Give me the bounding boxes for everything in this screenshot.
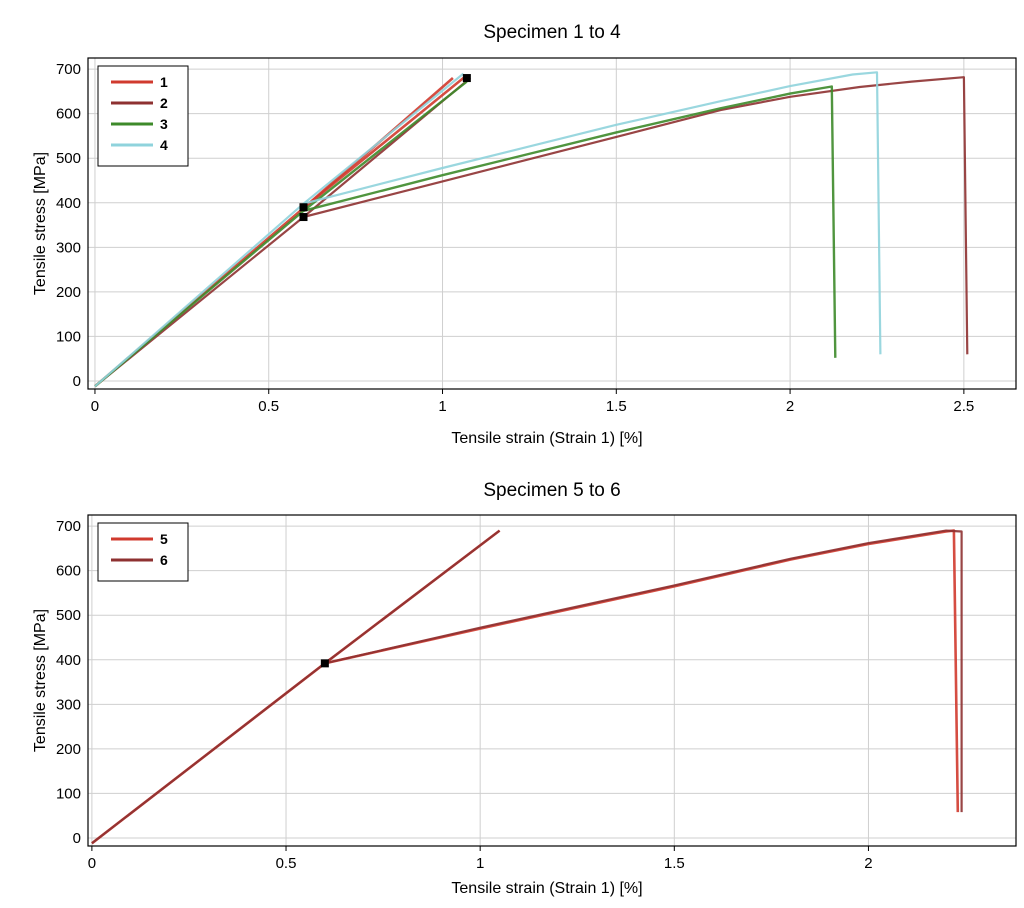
x-tick-label: 2.5 (953, 398, 974, 415)
y-tick-label: 600 (56, 106, 81, 123)
plot-frame (87, 57, 1017, 390)
series-line-5 (324, 529, 960, 813)
legend-label: 2 (160, 95, 168, 111)
series-line-1 (302, 76, 465, 210)
series-line-4 (303, 71, 882, 355)
x-tick-label: 1.5 (664, 855, 685, 872)
x-tick-label: 0 (88, 855, 96, 872)
y-tick-label: 200 (56, 741, 81, 758)
x-axis-label: Tensile strain (Strain 1) [%] (451, 880, 642, 897)
series-line-2 (303, 76, 969, 355)
y-tick-label: 200 (56, 284, 81, 301)
legend: 56 (97, 522, 189, 582)
plot-area (94, 71, 969, 388)
x-tick-label: 2 (864, 855, 872, 872)
x-tick-label: 1 (438, 398, 446, 415)
axis-ticks: 0 0.5 1 1.5 2 0 100 200 300 400 500 600 700 (56, 518, 873, 872)
x-tick-label: 1 (476, 855, 484, 872)
axis-ticks: 0 0.5 1 1.5 2 2.5 0 100 200 300 400 500 600 700 (56, 61, 974, 415)
x-tick-label: 1.5 (606, 398, 627, 415)
chart-specimen-5-to-6: Specimen 5 to 6 0 0.5 1 1.5 2 0 100 200 300 400 50… (32, 480, 1017, 897)
y-tick-label: 400 (56, 195, 81, 212)
y-tick-label: 300 (56, 239, 81, 256)
x-tick-label: 0.5 (276, 855, 297, 872)
y-tick-label: 500 (56, 607, 81, 624)
legend-label: 5 (160, 531, 168, 547)
plot-area (91, 529, 963, 845)
y-axis-label: Tensile stress [MPa] (32, 609, 49, 752)
y-tick-label: 0 (73, 830, 81, 847)
y-tick-label: 600 (56, 563, 81, 580)
data-marker (320, 659, 329, 668)
y-tick-label: 0 (73, 373, 81, 390)
legend: 1 2 3 4 (97, 65, 189, 167)
y-tick-label: 100 (56, 785, 81, 802)
plot-frame (87, 514, 1017, 847)
legend-label: 1 (160, 74, 168, 90)
x-tick-label: 0 (91, 398, 99, 415)
data-marker (299, 203, 308, 212)
x-axis-label: Tensile strain (Strain 1) [%] (451, 430, 642, 447)
data-marker (462, 74, 471, 83)
x-tick-label: 2 (786, 398, 794, 415)
chart-title: Specimen 5 to 6 (483, 480, 620, 501)
y-tick-label: 300 (56, 696, 81, 713)
series-line-3 (303, 85, 837, 358)
y-axis-label: Tensile stress [MPa] (32, 152, 49, 295)
legend-label: 6 (160, 552, 168, 568)
y-tick-label: 700 (56, 61, 81, 78)
chart-title: Specimen 1 to 4 (483, 22, 621, 43)
y-tick-label: 500 (56, 150, 81, 167)
y-tick-label: 400 (56, 652, 81, 669)
series-line-6 (324, 529, 963, 813)
grid (88, 515, 1016, 846)
chart-specimen-1-to-4: Specimen 1 to 4 0 0.5 1 1.5 2 2.5 0 100 200 300 40… (32, 22, 1017, 447)
y-tick-label: 100 (56, 328, 81, 345)
legend-label: 3 (160, 116, 168, 132)
data-marker (299, 213, 308, 222)
y-tick-label: 700 (56, 518, 81, 535)
x-tick-label: 0.5 (258, 398, 279, 415)
legend-label: 4 (160, 137, 168, 153)
legend-box (97, 522, 189, 582)
